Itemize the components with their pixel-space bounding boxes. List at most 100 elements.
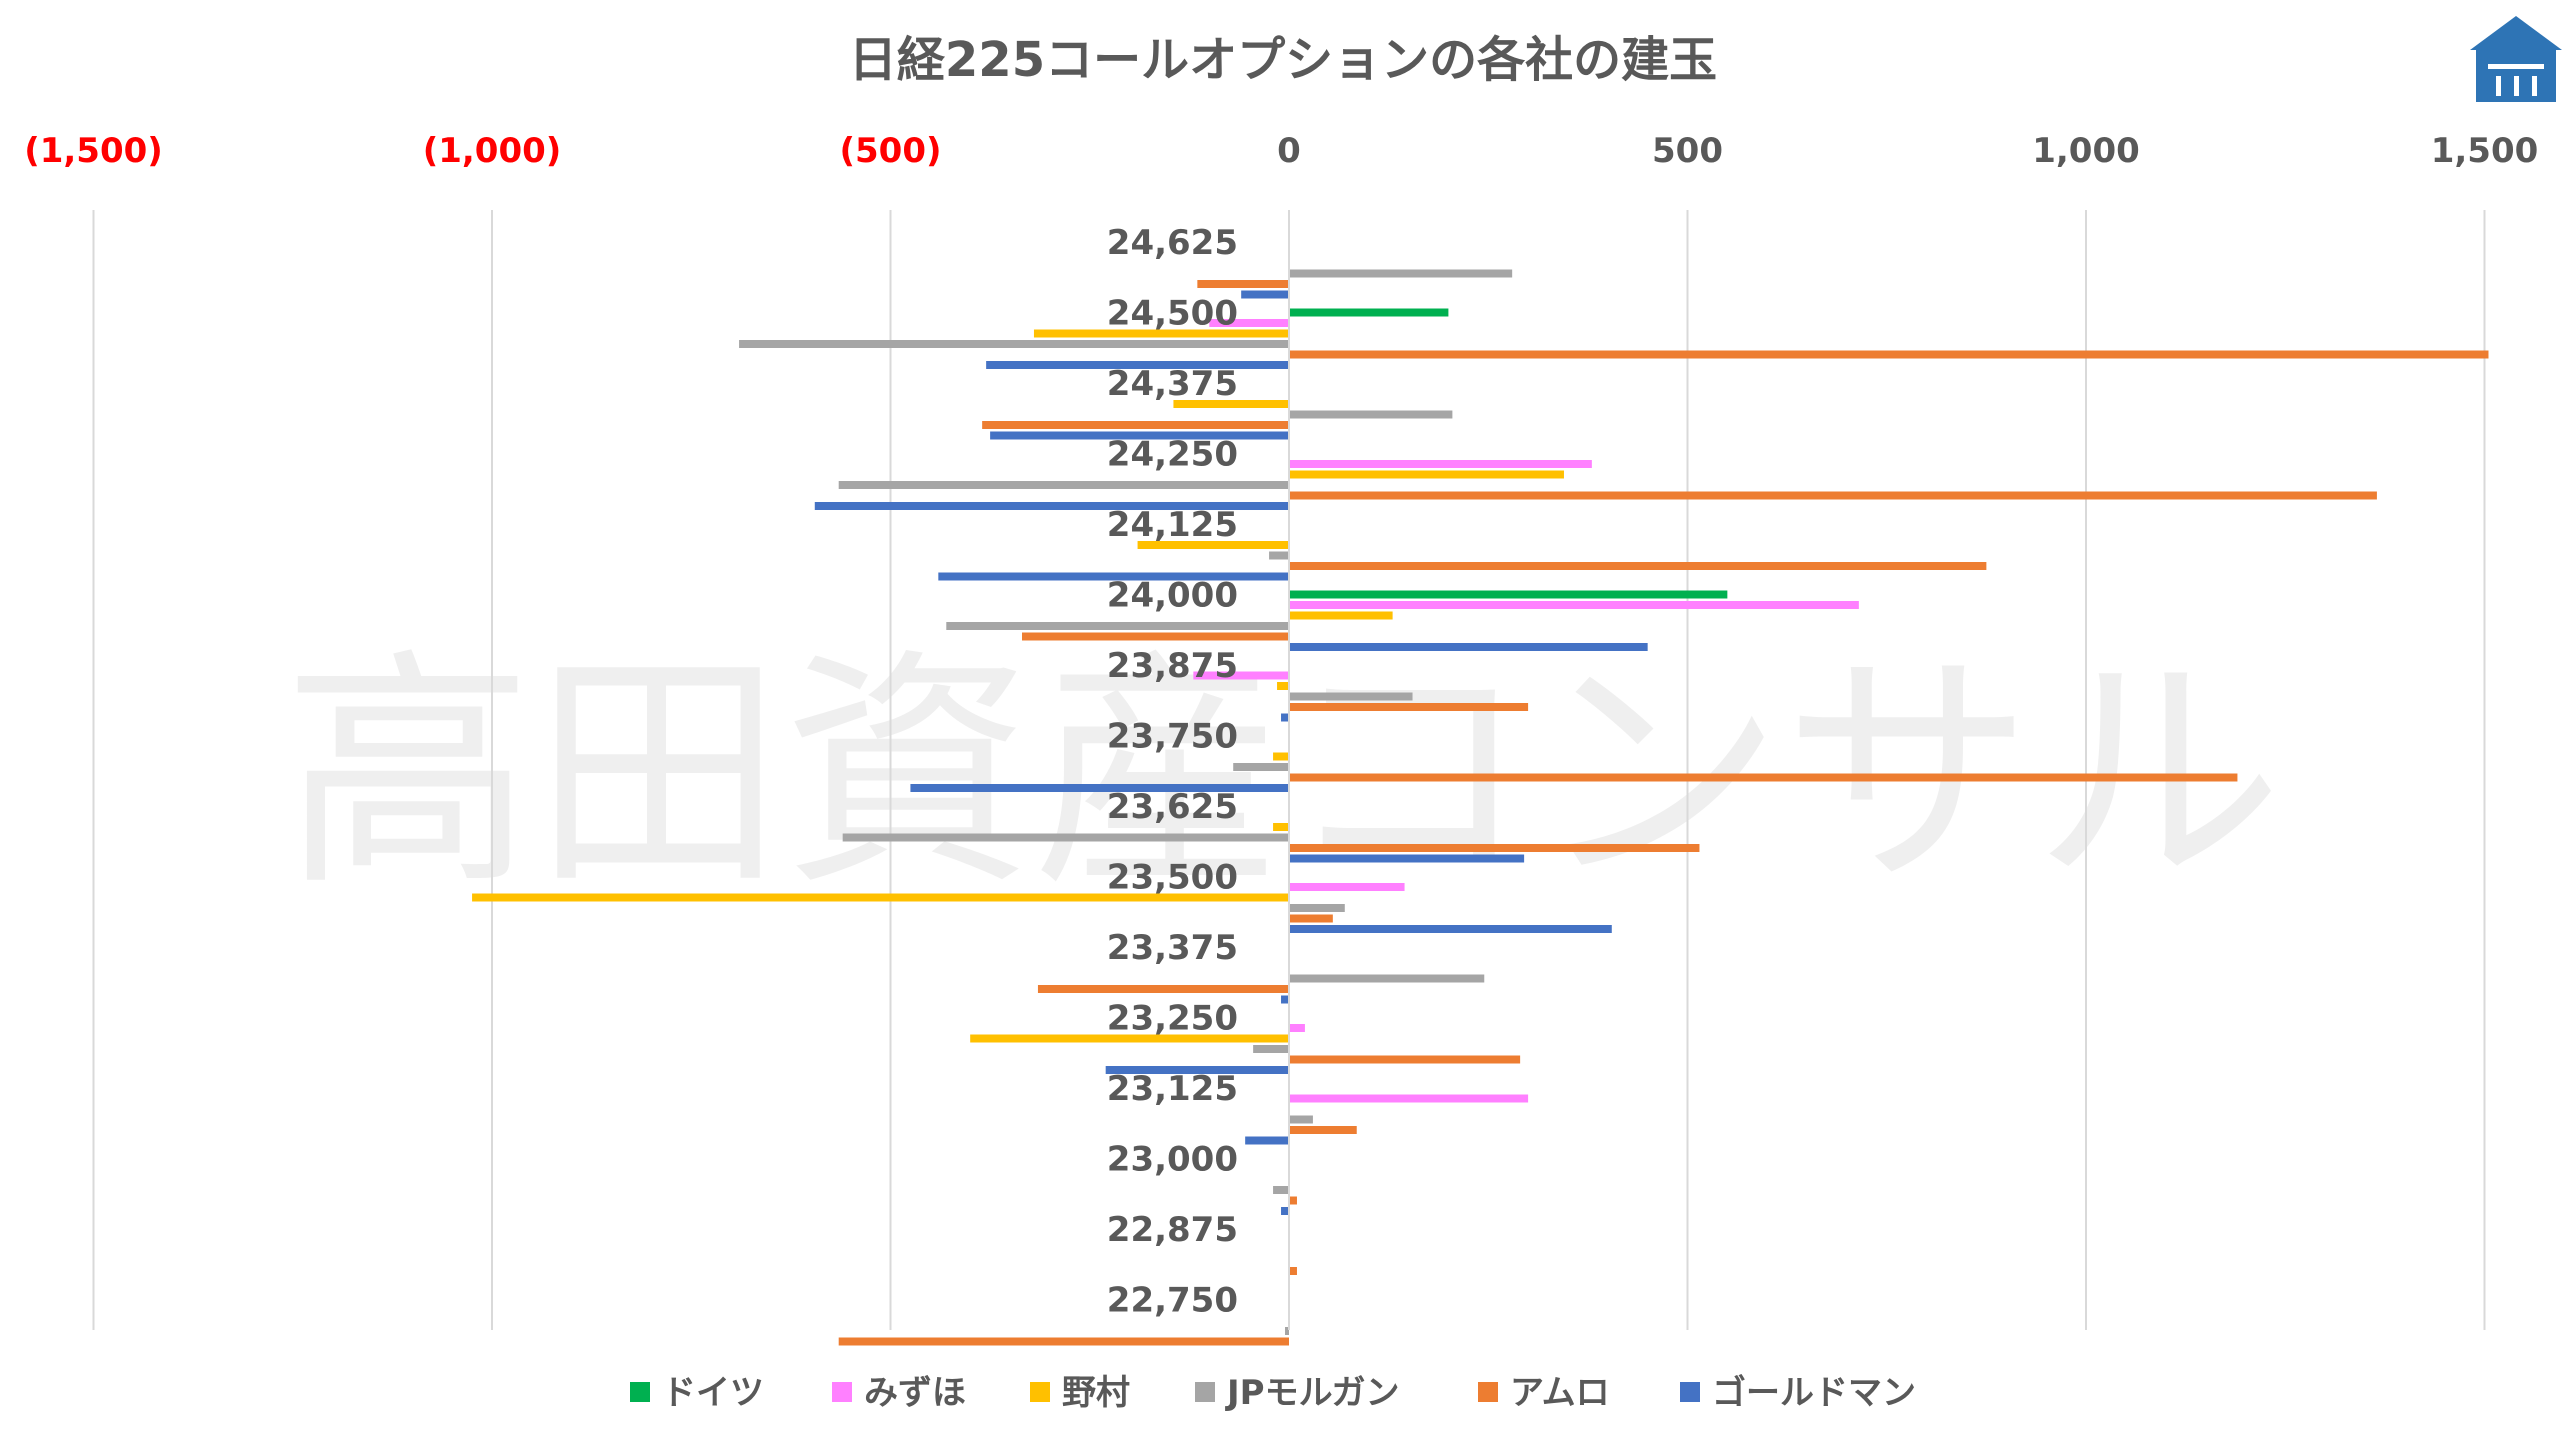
bar: [1281, 1207, 1289, 1215]
category-label: 24,000: [1107, 576, 1238, 616]
legend-item[interactable]: みずほ: [832, 1373, 966, 1413]
legend: ドイツ みずほ 野村 JPモルガン アムロ ゴールドマン: [630, 1373, 1916, 1413]
category-label: 23,250: [1107, 999, 1238, 1039]
bar: [1173, 400, 1289, 408]
category-labels: 24,625 24,500 24,375 24,250 24,125 24,000 23,8…: [1107, 223, 1238, 1321]
category-label: 23,875: [1107, 646, 1238, 686]
legend-label: JPモルガン: [1225, 1373, 1400, 1413]
bar: [1137, 541, 1289, 549]
bar: [1285, 1327, 1289, 1335]
category-label: 24,125: [1107, 505, 1238, 545]
bar: [1289, 269, 1513, 278]
x-tick-label: 0: [1277, 131, 1301, 171]
bar: [1281, 995, 1289, 1004]
bar: [838, 1337, 1289, 1346]
bar: [1273, 1186, 1289, 1194]
category-label: 24,250: [1107, 435, 1238, 475]
category-label: 23,500: [1107, 858, 1238, 898]
bar: [1022, 632, 1289, 641]
brand-logo: [2470, 16, 2562, 102]
x-tick-label: (1,500): [24, 131, 163, 171]
category-label: 24,375: [1107, 364, 1238, 404]
bar: [1289, 1267, 1297, 1275]
bar: [1289, 925, 1612, 933]
legend-item[interactable]: ゴールドマン: [1680, 1373, 1916, 1413]
legend-item[interactable]: ドイツ: [630, 1373, 764, 1413]
bar: [1289, 1094, 1529, 1103]
bar: [1209, 319, 1289, 327]
category-label: 22,750: [1107, 1281, 1238, 1321]
legend-swatch: [1195, 1382, 1215, 1402]
x-tick-label: (500): [839, 131, 941, 171]
bar: [1253, 1045, 1289, 1053]
bar: [1289, 611, 1393, 620]
x-tick-label: (1,000): [423, 131, 562, 171]
legend-label: みずほ: [864, 1373, 966, 1413]
bar: [1289, 590, 1728, 599]
category-label: 23,625: [1107, 787, 1238, 827]
legend-item[interactable]: 野村: [1030, 1373, 1130, 1413]
category-label: 23,000: [1107, 1140, 1238, 1180]
bar: [1289, 601, 1859, 609]
bar: [1193, 671, 1289, 680]
bar: [986, 361, 1289, 369]
bar: [1289, 470, 1564, 479]
legend-item[interactable]: アムロ: [1478, 1373, 1610, 1413]
bar: [1289, 460, 1592, 468]
legend-label: ドイツ: [662, 1373, 764, 1413]
x-tick-label: 500: [1652, 131, 1723, 171]
bar: [1241, 290, 1289, 299]
bar: [990, 431, 1289, 440]
bar: [1197, 280, 1289, 288]
bar: [842, 833, 1289, 842]
legend-swatch: [630, 1382, 650, 1402]
bar: [814, 502, 1289, 510]
category-label: 23,125: [1107, 1069, 1238, 1109]
legend-swatch: [832, 1382, 852, 1402]
bar: [1105, 1066, 1289, 1074]
bar: [946, 622, 1289, 630]
bar: [1289, 974, 1485, 983]
bar: [1033, 329, 1289, 338]
x-axis-ticks: (1,500) (1,000) (500) 0 500 1,000 1,500: [24, 131, 2538, 171]
chart-title: 日経225コールオプションの各社の建玉: [849, 32, 1717, 88]
bar: [1289, 1024, 1305, 1032]
bar: [1289, 410, 1453, 419]
bar: [1289, 854, 1525, 863]
bar: [910, 784, 1289, 792]
category-label: 24,625: [1107, 223, 1238, 263]
bar: [1273, 752, 1289, 761]
bar: [1289, 703, 1529, 711]
bar: [1289, 844, 1700, 852]
bar: [1289, 904, 1345, 912]
legend-label: ゴールドマン: [1712, 1373, 1916, 1413]
x-tick-label: 1,000: [2032, 131, 2140, 171]
bar: [1273, 823, 1289, 831]
bar: [1233, 763, 1289, 771]
bar: [1289, 773, 2238, 782]
bar: [472, 893, 1289, 902]
bar: [982, 421, 1289, 429]
legend-label: 野村: [1062, 1373, 1130, 1413]
bar: [1289, 643, 1648, 651]
x-tick-label: 1,500: [2431, 131, 2539, 171]
legend-label: アムロ: [1510, 1373, 1610, 1413]
bar: [838, 481, 1289, 489]
bar: [1289, 308, 1449, 317]
bars: [472, 210, 2489, 1346]
bar: [1277, 682, 1289, 690]
bar: [1289, 562, 1987, 570]
category-label: 23,750: [1107, 717, 1238, 757]
logo-roof-icon: [2470, 16, 2562, 50]
bar: [938, 572, 1289, 581]
legend-item[interactable]: JPモルガン: [1195, 1373, 1400, 1413]
bar: [1289, 491, 2377, 500]
bar: [1289, 883, 1405, 891]
bar: [1289, 1055, 1521, 1064]
category-label: 23,375: [1107, 928, 1238, 968]
legend-swatch: [1680, 1382, 1700, 1402]
category-label: 22,875: [1107, 1210, 1238, 1250]
bar: [1289, 1115, 1313, 1124]
bar: [1289, 350, 2489, 359]
